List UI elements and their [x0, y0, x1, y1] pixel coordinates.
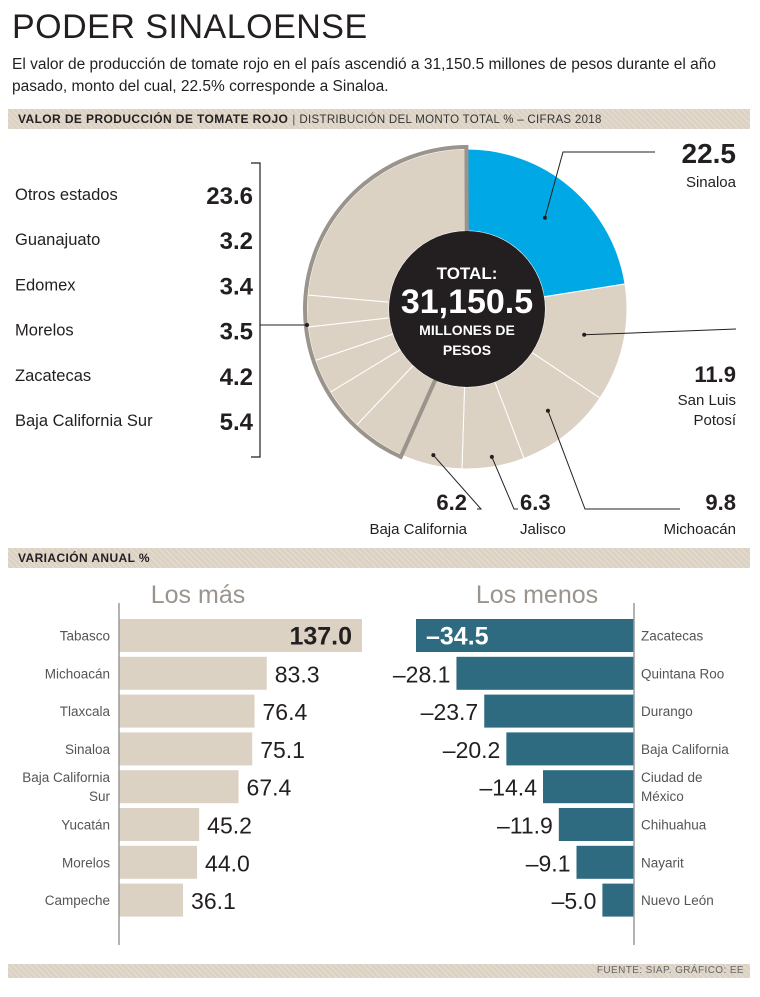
- bar-pos-label-baja-california-sur-1: Sur: [89, 789, 111, 804]
- callout-michoacan-line: [547, 410, 680, 510]
- bar-neg-chihuahua: [558, 808, 634, 841]
- bar-pos-sinaloa: [119, 732, 253, 766]
- bar-neg-label-ciudad-de-mexico-1: México: [641, 789, 684, 804]
- bar-neg-nayarit: [576, 845, 634, 879]
- bar-neg-label-zacatecas-0: Zacatecas: [641, 629, 704, 644]
- bar-neg-baja-california: [506, 732, 634, 766]
- page-title: PODER SINALOENSE: [12, 8, 368, 46]
- pie-center-disc: [389, 231, 545, 387]
- section-band-production: VALOR DE PRODUCCIÓN DE TOMATE ROJO | DISTR…: [8, 109, 750, 129]
- bar-pos-value-campeche: 36.1: [191, 888, 236, 914]
- left-list-value-morelos: 3.5: [220, 319, 253, 346]
- bar-pos-label-morelos-0: Morelos: [62, 855, 110, 870]
- left-list-value-zacatecas: 4.2: [220, 364, 253, 391]
- bar-pos-value-michoacan: 83.3: [275, 661, 320, 687]
- callout-slp-name2: Potosí: [693, 412, 736, 429]
- bar-pos-morelos: [119, 845, 198, 879]
- callout-bc-value: 6.2: [436, 490, 467, 515]
- bar-pos-value-baja-california-sur: 67.4: [247, 775, 292, 801]
- bar-pos-label-baja-california-sur-0: Baja California: [22, 770, 110, 785]
- bar-pos-value-morelos: 44.0: [205, 850, 250, 876]
- bar-pos-label-yucatan-0: Yucatán: [61, 818, 110, 833]
- chart-title-los-mas: Los más: [151, 581, 245, 609]
- left-list-name-baja-california-sur: Baja California Sur: [15, 412, 153, 430]
- bar-neg-value-zacatecas: –34.5: [426, 623, 489, 651]
- bar-neg-label-chihuahua-0: Chihuahua: [641, 818, 707, 833]
- bar-neg-ciudad-de-mexico: [543, 770, 634, 804]
- left-list-value-baja-california-sur: 5.4: [220, 409, 254, 436]
- bar-pos-tlaxcala: [119, 694, 255, 728]
- bar-neg-label-baja-california-0: Baja California: [641, 742, 729, 757]
- callout-michoacan-value: 9.8: [705, 490, 736, 515]
- left-list-name-morelos: Morelos: [15, 322, 74, 340]
- left-list-name-edomex: Edomex: [15, 276, 76, 294]
- callout-michoacan-name: Michoacán: [663, 521, 736, 538]
- source-text: FUENTE: SIAP. GRÁFICO: EE: [596, 965, 744, 976]
- bar-neg-label-durango-0: Durango: [641, 704, 693, 719]
- bar-pos-label-tlaxcala-0: Tlaxcala: [60, 704, 111, 719]
- callout-jalisco-value: 6.3: [520, 490, 551, 515]
- bar-neg-label-ciudad-de-mexico-0: Ciudad de: [641, 770, 703, 785]
- bar-neg-value-quintana-roo: –28.1: [393, 661, 451, 687]
- source-band: FUENTE: SIAP. GRÁFICO: EE: [8, 964, 750, 978]
- callout-sinaloa-value: 22.5: [682, 138, 737, 169]
- bar-pos-value-yucatan: 45.2: [207, 813, 252, 839]
- left-list-value-edomex: 3.4: [220, 273, 254, 300]
- bar-neg-quintana-roo: [456, 656, 634, 690]
- callout-slp-value: 11.9: [694, 362, 736, 387]
- bar-neg-label-quintana-roo-0: Quintana Roo: [641, 666, 724, 681]
- bar-neg-value-nayarit: –9.1: [526, 850, 571, 876]
- callout-bc-line: [432, 454, 483, 510]
- bar-pos-label-tabasco-0: Tabasco: [60, 629, 110, 644]
- bar-neg-value-durango: –23.7: [421, 699, 479, 725]
- bar-pos-label-campeche-0: Campeche: [45, 893, 110, 908]
- bar-pos-value-tabasco: 137.0: [289, 623, 352, 651]
- left-list-name-otros-estados: Otros estados: [15, 186, 118, 204]
- callout-bc-name: Baja California: [369, 521, 467, 538]
- left-list-name-zacatecas: Zacatecas: [15, 367, 91, 385]
- section-label-variation: VARIACIÓN ANUAL %: [18, 551, 150, 565]
- page-subtitle: El valor de producción de tomate rojo en…: [12, 56, 716, 95]
- callout-sinaloa-name: Sinaloa: [686, 174, 737, 191]
- pie-center-line3: MILLONES DE: [419, 322, 515, 338]
- left-list-name-guanajuato: Guanajuato: [15, 231, 100, 249]
- bar-neg-value-baja-california: –20.2: [443, 737, 501, 763]
- bar-neg-value-nuevo-leon: –5.0: [552, 888, 597, 914]
- pie-center-line1: TOTAL:: [437, 264, 498, 283]
- chart-title-los-menos: Los menos: [476, 581, 598, 609]
- bar-pos-yucatan: [119, 808, 200, 841]
- pie-group-outline-edge-a: [398, 379, 437, 460]
- left-list-value-otros-estados: 23.6: [206, 183, 253, 210]
- bar-neg-label-nayarit-0: Nayarit: [641, 855, 684, 870]
- bar-pos-michoacan: [119, 656, 267, 690]
- section-band-variation: VARIACIÓN ANUAL %: [8, 548, 750, 568]
- pie-center-total: 31,150.5: [401, 283, 533, 321]
- callout-slp-line: [584, 328, 737, 336]
- pie-center-line4: PESOS: [443, 342, 491, 358]
- section-label-production: VALOR DE PRODUCCIÓN DE TOMATE ROJO: [18, 112, 289, 126]
- callout-sinaloa-line: [544, 151, 655, 218]
- bar-pos-campeche: [119, 883, 184, 917]
- section-separator: |: [292, 112, 296, 126]
- left-list-connector-dot: [305, 323, 309, 327]
- callout-slp-name1: San Luis: [678, 392, 736, 409]
- bar-pos-value-sinaloa: 75.1: [260, 737, 305, 763]
- callout-jalisco-name: Jalisco: [520, 521, 566, 538]
- bar-neg-label-nuevo-leon-0: Nuevo León: [641, 893, 714, 908]
- bar-neg-zacatecas: [416, 619, 634, 652]
- bar-pos-baja-california-sur: [119, 770, 239, 804]
- bar-neg-nuevo-leon: [602, 883, 634, 917]
- left-list-value-guanajuato: 3.2: [220, 228, 253, 255]
- section-sublabel-production: DISTRIBUCIÓN DEL MONTO TOTAL % – CIFRAS …: [299, 114, 602, 126]
- bar-neg-value-chihuahua: –11.9: [497, 813, 553, 839]
- bar-pos-label-sinaloa-0: Sinaloa: [65, 742, 111, 757]
- bar-pos-label-michoacan-0: Michoacán: [45, 666, 110, 681]
- left-list-bracket: [251, 162, 261, 458]
- bar-neg-durango: [484, 694, 634, 728]
- bar-pos-value-tlaxcala: 76.4: [263, 699, 308, 725]
- bar-neg-value-ciudad-de-mexico: –14.4: [479, 775, 537, 801]
- bar-pos-tabasco: [119, 619, 362, 652]
- callout-jalisco-line: [491, 456, 518, 510]
